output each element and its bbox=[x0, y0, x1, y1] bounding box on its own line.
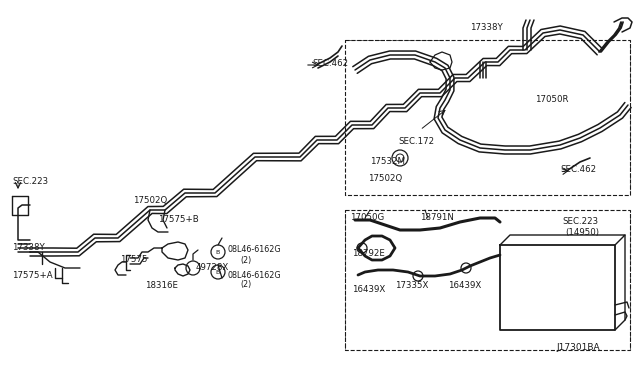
Bar bbox=[345, 210, 630, 350]
Text: 17050G: 17050G bbox=[350, 214, 384, 222]
Text: 08L46-6162G: 08L46-6162G bbox=[228, 270, 282, 279]
Bar bbox=[345, 40, 630, 195]
Text: 18791N: 18791N bbox=[420, 214, 454, 222]
Text: SEC.462: SEC.462 bbox=[312, 58, 348, 67]
Text: 17335X: 17335X bbox=[395, 280, 428, 289]
Text: SEC.223: SEC.223 bbox=[12, 177, 48, 186]
Text: SEC.223: SEC.223 bbox=[562, 218, 598, 227]
Text: (14950): (14950) bbox=[565, 228, 599, 237]
Text: (2): (2) bbox=[240, 280, 252, 289]
Text: 49728X: 49728X bbox=[196, 263, 229, 273]
Text: J17301BA: J17301BA bbox=[556, 343, 600, 352]
Text: 17575+B: 17575+B bbox=[158, 215, 199, 224]
Text: 17532M: 17532M bbox=[370, 157, 405, 167]
Text: 08L46-6162G: 08L46-6162G bbox=[228, 246, 282, 254]
Text: B: B bbox=[216, 269, 220, 275]
Text: 17575+A: 17575+A bbox=[12, 270, 52, 279]
Text: 17575: 17575 bbox=[120, 256, 147, 264]
Text: SEC.172: SEC.172 bbox=[398, 138, 434, 147]
Text: 16439X: 16439X bbox=[448, 280, 481, 289]
Text: 17502Q: 17502Q bbox=[133, 196, 167, 205]
Text: 18316E: 18316E bbox=[145, 280, 178, 289]
Text: 18792E: 18792E bbox=[352, 248, 385, 257]
Text: 16439X: 16439X bbox=[352, 285, 385, 295]
Text: (2): (2) bbox=[240, 256, 252, 264]
Text: B: B bbox=[216, 250, 220, 254]
Text: 17338Y: 17338Y bbox=[470, 23, 503, 32]
Text: SEC.462: SEC.462 bbox=[560, 166, 596, 174]
Text: 17502Q: 17502Q bbox=[368, 173, 403, 183]
Text: 17050R: 17050R bbox=[535, 96, 568, 105]
Text: 17338Y: 17338Y bbox=[12, 243, 45, 251]
